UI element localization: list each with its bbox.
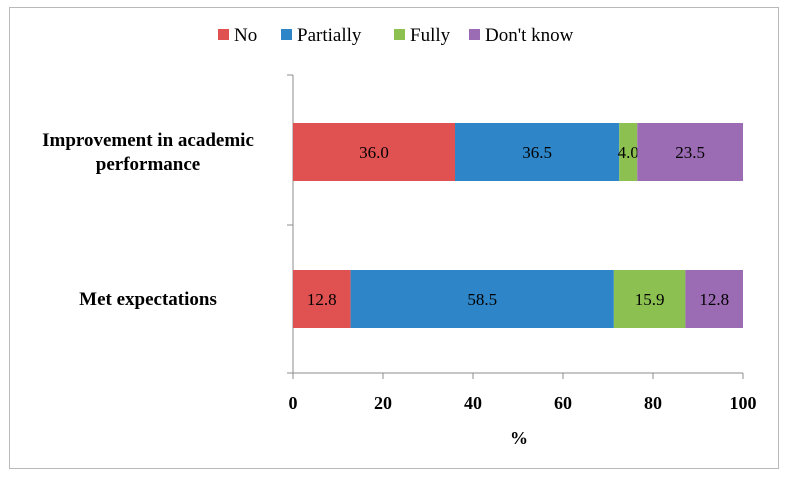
category-label-0-0: Improvement in academic <box>42 130 254 151</box>
x-tick-label-0: 0 <box>289 393 298 413</box>
chart-frame <box>9 7 779 469</box>
bar-1-2 <box>613 270 686 328</box>
data-label-1-2: 15.9 <box>635 290 665 309</box>
bar-0-2 <box>619 123 638 181</box>
data-label-1-0: 12.8 <box>307 290 337 309</box>
category-labels: Improvement in academic performance Met ex… <box>42 130 254 310</box>
bar-0-3 <box>637 123 743 181</box>
x-tick-label-1: 20 <box>374 393 392 413</box>
bar-1-0 <box>293 270 351 328</box>
legend-swatch-0 <box>218 29 229 40</box>
legend-label-3: Don't know <box>485 25 574 46</box>
x-axis-title: % <box>510 428 528 448</box>
data-label-1-3: 12.8 <box>699 290 729 309</box>
data-label-1-1: 58.5 <box>467 290 497 309</box>
data-label-0-0: 36.0 <box>359 143 389 162</box>
legend-label-2: Fully <box>410 25 451 46</box>
data-label-0-1: 36.5 <box>522 143 552 162</box>
x-tick-label-4: 80 <box>644 393 662 413</box>
x-tick-label-3: 60 <box>554 393 572 413</box>
legend-label-0: No <box>234 25 257 46</box>
category-label-0-1: performance <box>96 154 200 175</box>
bar-1-1 <box>350 270 614 328</box>
legend-swatch-2 <box>394 29 405 40</box>
bar-0-0 <box>293 123 455 181</box>
legend-swatch-3 <box>469 29 480 40</box>
data-label-0-2: 4.0 <box>618 143 639 162</box>
bar-0-1 <box>455 123 620 181</box>
x-tick-label-5: 100 <box>730 393 757 413</box>
data-label-0-3: 23.5 <box>675 143 705 162</box>
bars: 36.0 36.5 4.0 23.5 12.8 58.5 15.9 12.8 <box>293 123 743 328</box>
legend-swatch-1 <box>281 29 292 40</box>
bar-1-3 <box>685 270 743 328</box>
category-label-1-0: Met expectations <box>79 289 217 310</box>
legend-label-1: Partially <box>297 25 362 46</box>
legend: No Partially Fully Don't know <box>218 25 574 46</box>
x-tick-label-2: 40 <box>464 393 482 413</box>
